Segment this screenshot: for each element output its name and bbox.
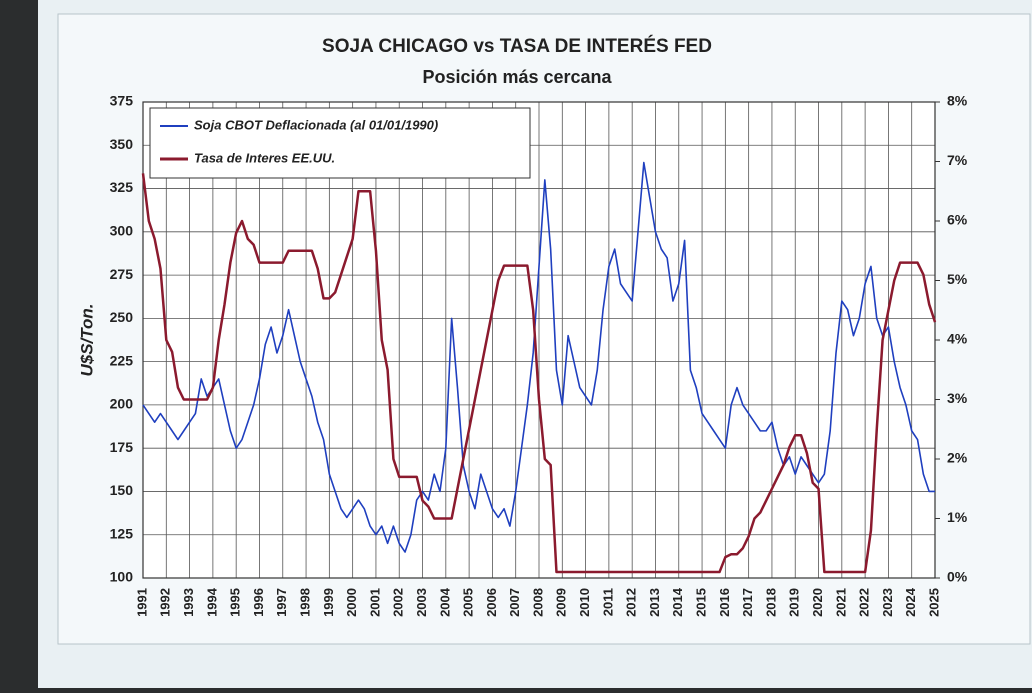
y-tick-label: 125 <box>110 525 134 541</box>
x-tick-label: 2002 <box>391 588 406 617</box>
y-tick-label: 200 <box>110 396 134 412</box>
x-tick-label: 1993 <box>181 588 196 617</box>
x-tick-label: 1995 <box>228 588 243 617</box>
x-tick-label: 2008 <box>530 588 545 617</box>
x-tick-label: 2011 <box>600 588 615 616</box>
y-axis-label: U$S/Ton. <box>77 303 96 376</box>
y2-tick-label: 3% <box>947 390 968 406</box>
x-tick-label: 2009 <box>554 588 569 617</box>
x-tick-label: 1996 <box>251 588 266 617</box>
x-tick-label: 2019 <box>787 588 802 617</box>
chart-subtitle: Posición más cercana <box>422 67 612 87</box>
x-tick-label: 2001 <box>367 588 382 617</box>
legend <box>149 107 531 179</box>
y-tick-label: 250 <box>110 309 134 325</box>
x-tick-label: 2014 <box>670 587 685 617</box>
x-tick-label: 2000 <box>344 588 359 617</box>
x-tick-label: 2024 <box>903 587 918 617</box>
y2-tick-label: 4% <box>947 331 968 347</box>
x-tick-label: 2023 <box>880 588 895 617</box>
x-tick-label: 2013 <box>647 588 662 617</box>
x-tick-label: 2025 <box>926 588 941 617</box>
x-tick-label: 2007 <box>507 588 522 617</box>
y2-tick-label: 2% <box>947 450 968 466</box>
x-tick-label: 2021 <box>833 588 848 617</box>
chart-title: SOJA CHICAGO vs TASA DE INTERÉS FED <box>322 35 712 57</box>
x-tick-label: 1992 <box>158 588 173 617</box>
y2-tick-label: 6% <box>947 212 968 228</box>
x-tick-label: 2022 <box>857 588 872 617</box>
x-tick-label: 2018 <box>763 588 778 617</box>
x-tick-label: 2003 <box>414 588 429 617</box>
y2-tick-label: 5% <box>947 271 968 287</box>
y-tick-label: 100 <box>110 569 134 585</box>
y2-tick-label: 7% <box>947 152 968 168</box>
y2-tick-label: 1% <box>947 509 968 525</box>
y-tick-label: 300 <box>110 223 134 239</box>
x-tick-label: 2006 <box>484 588 499 617</box>
y-tick-label: 225 <box>110 352 134 368</box>
x-tick-label: 2004 <box>437 587 452 617</box>
x-tick-label: 2016 <box>717 588 732 617</box>
x-tick-label: 2010 <box>577 588 592 617</box>
y-tick-label: 375 <box>110 93 134 109</box>
y-tick-label: 350 <box>110 136 134 152</box>
series-line <box>142 161 935 553</box>
legend-label: Soja CBOT Deflacionada (al 01/01/1990) <box>194 117 438 132</box>
x-tick-label: 1999 <box>321 588 336 617</box>
x-tick-label: 2005 <box>461 588 476 617</box>
y2-tick-label: 8% <box>947 93 968 109</box>
x-tick-label: 1997 <box>274 588 289 617</box>
x-tick-label: 1998 <box>297 588 312 617</box>
x-tick-label: 2012 <box>624 588 639 617</box>
y2-tick-label: 0% <box>947 569 968 585</box>
y-tick-label: 175 <box>110 439 134 455</box>
x-tick-label: 2017 <box>740 588 755 617</box>
x-tick-label: 1994 <box>204 587 219 617</box>
x-tick-label: 1991 <box>134 588 149 617</box>
y-tick-label: 150 <box>110 482 134 498</box>
y-tick-label: 325 <box>110 179 134 195</box>
x-tick-label: 2020 <box>810 588 825 617</box>
y-tick-label: 275 <box>110 266 134 282</box>
x-tick-label: 2015 <box>693 588 708 617</box>
legend-label: Tasa de Interes EE.UU. <box>194 150 335 165</box>
series-line <box>141 173 937 574</box>
